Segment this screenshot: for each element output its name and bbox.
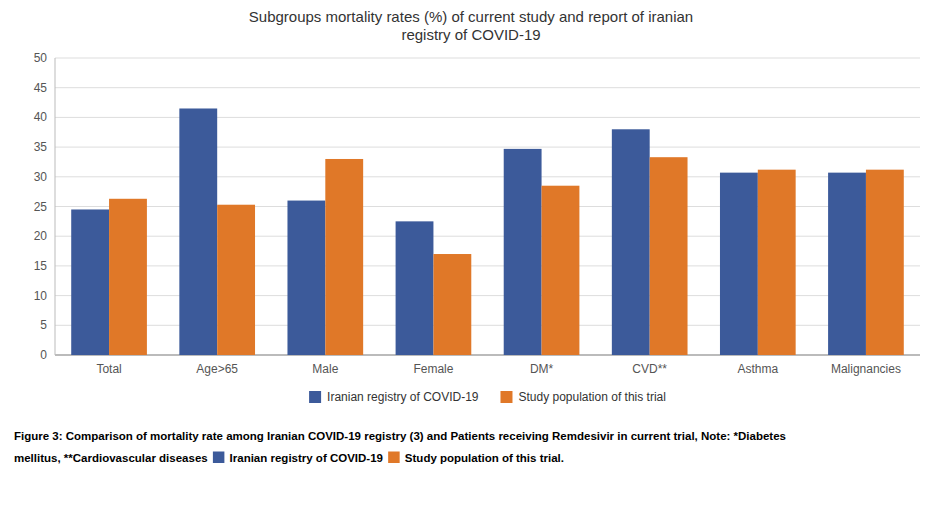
x-tick-label: Age>65 xyxy=(196,362,238,376)
bar xyxy=(828,173,866,355)
bar xyxy=(287,201,325,355)
legend-label: Study population of this trial xyxy=(518,390,665,404)
x-tick-label: Asthma xyxy=(737,362,778,376)
y-axis-line xyxy=(55,58,56,355)
y-tick-label: 20 xyxy=(34,229,48,243)
x-tick-label: DM* xyxy=(530,362,554,376)
bar xyxy=(217,205,255,355)
caption: Iranian registry of COVID-19 xyxy=(226,452,386,464)
bar xyxy=(612,129,650,355)
legend-swatch xyxy=(309,391,321,403)
bar xyxy=(325,159,363,355)
x-tick-label: Total xyxy=(96,362,121,376)
legend-label: Iranian registry of COVID-19 xyxy=(327,390,479,404)
caption: Figure 3: Comparison of mortality rate a… xyxy=(14,430,786,442)
caption: Study population of this trial. xyxy=(402,452,564,464)
bar xyxy=(720,173,758,355)
x-tick-label: CVD** xyxy=(632,362,667,376)
bar xyxy=(650,157,688,355)
caption: mellitus, **Cardiovascular diseases xyxy=(14,452,211,464)
legend: Iranian registry of COVID-19 Study popula… xyxy=(309,390,666,404)
chart-container: Subgroups mortality rates (%) of current… xyxy=(0,0,942,515)
y-tick-label: 40 xyxy=(34,110,48,124)
y-tick-label: 15 xyxy=(34,259,48,273)
bar xyxy=(542,186,580,355)
bar xyxy=(758,170,796,355)
bar xyxy=(866,170,904,355)
bars xyxy=(71,108,904,355)
y-tick-label: 5 xyxy=(40,318,47,332)
legend-swatch xyxy=(500,391,512,403)
bar xyxy=(504,149,542,355)
x-tick-label: Female xyxy=(413,362,453,376)
y-tick-label: 30 xyxy=(34,170,48,184)
title: Subgroups mortality rates (%) of current… xyxy=(249,8,693,43)
y-tick-label: 25 xyxy=(34,200,48,214)
chart-svg: Subgroups mortality rates (%) of current… xyxy=(0,0,942,515)
y-tick-label: 0 xyxy=(40,348,47,362)
bar xyxy=(396,221,434,355)
y-tick-label: 35 xyxy=(34,140,48,154)
x-tick-label: Male xyxy=(312,362,338,376)
grid xyxy=(55,58,920,355)
x-tick-label: Malignancies xyxy=(831,362,901,376)
y-tick-label: 50 xyxy=(34,51,48,65)
bar xyxy=(179,108,217,355)
caption-swatch xyxy=(213,452,225,464)
bar xyxy=(433,254,471,355)
grid-line xyxy=(55,58,920,59)
bar xyxy=(109,199,147,355)
y-tick-label: 10 xyxy=(34,289,48,303)
caption-swatch xyxy=(388,452,400,464)
y-tick-label: 45 xyxy=(34,81,48,95)
bar xyxy=(71,209,109,355)
grid-line xyxy=(55,87,920,88)
